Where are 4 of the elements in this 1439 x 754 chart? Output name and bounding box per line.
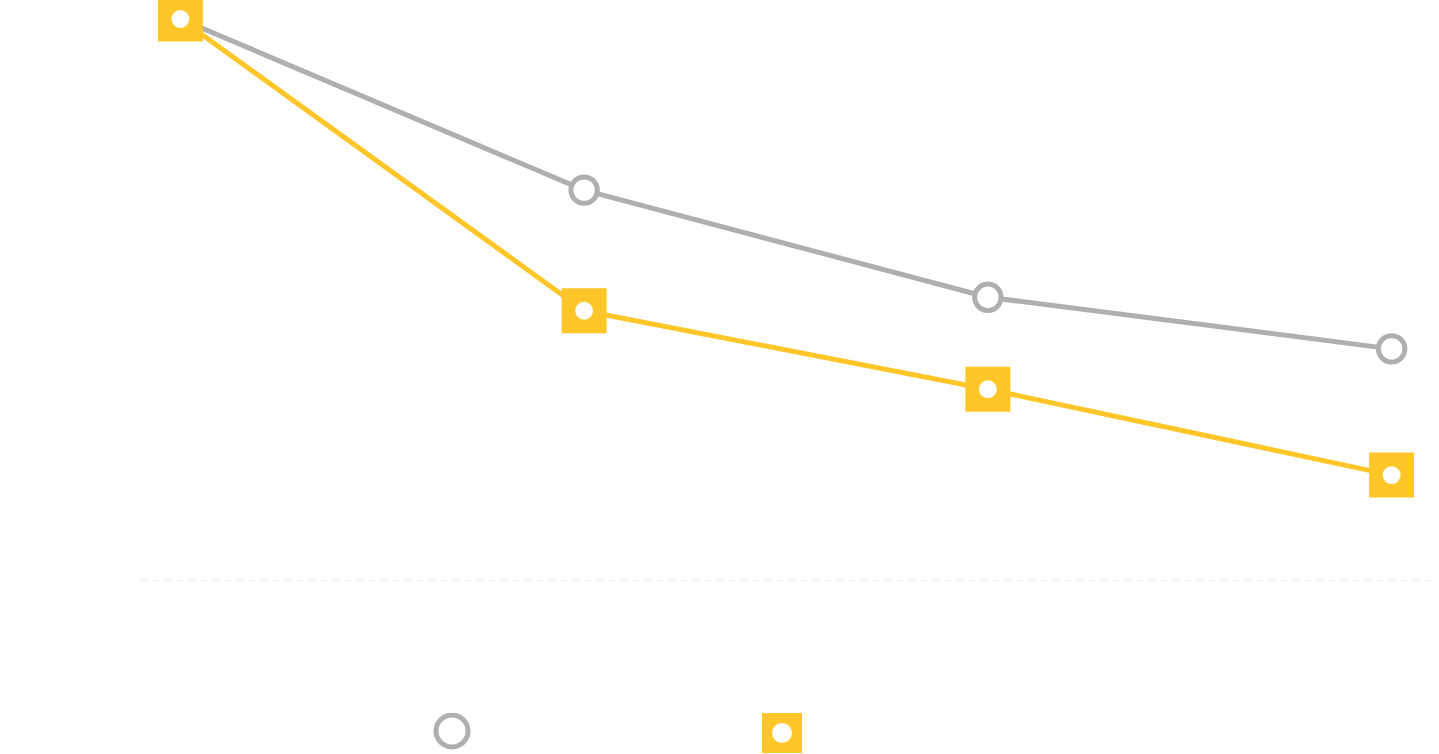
point <box>972 281 1004 313</box>
point <box>568 174 600 206</box>
point <box>1369 452 1415 498</box>
point <box>1375 333 1408 365</box>
